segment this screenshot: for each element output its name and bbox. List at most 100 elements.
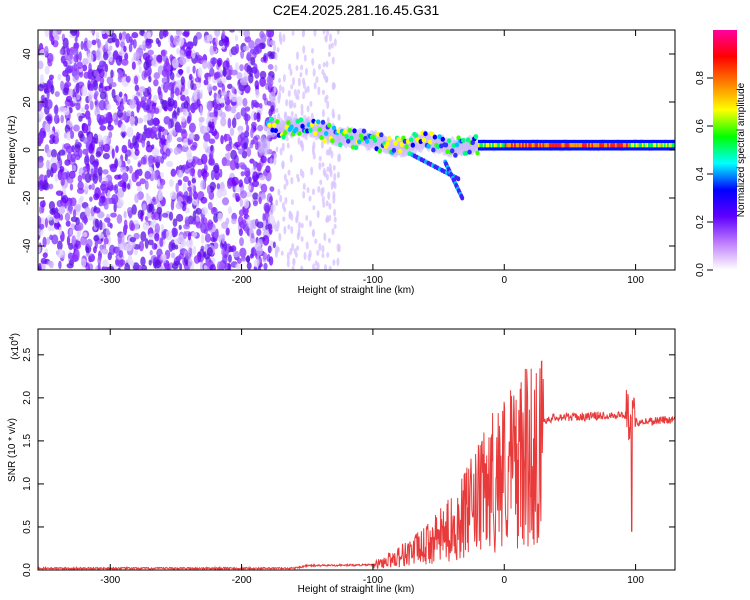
spectrogram-cell	[331, 228, 335, 236]
spectrogram-cell	[51, 234, 59, 245]
spectrogram-cell	[212, 41, 217, 52]
spectrogram-cell	[296, 232, 300, 241]
spectrogram-cell	[187, 232, 192, 241]
spectrogram-cell	[93, 164, 98, 175]
spectrogram-cell	[128, 43, 133, 53]
spectrogram-cell	[148, 159, 152, 168]
spectrogram-cell	[98, 99, 106, 111]
spectrogram-cell	[287, 169, 291, 176]
spectrogram-cell	[256, 112, 261, 123]
snr-x-tick-label: 100	[627, 575, 644, 586]
spectrogram-cell	[225, 227, 230, 236]
spectrogram-cell	[328, 43, 332, 51]
spectrogram-cell	[134, 193, 140, 204]
spectrogram-cell	[156, 54, 163, 63]
colorbar-gradient	[713, 30, 737, 270]
spectrogram-cell	[281, 142, 285, 152]
spectrogram-cell	[317, 185, 321, 193]
spectrogram-cell	[514, 143, 518, 148]
spectrogram-cell	[308, 220, 312, 228]
spectrogram-cell	[387, 136, 392, 142]
spectrogram-cell	[81, 122, 89, 134]
spectrogram-cell	[245, 255, 251, 263]
spectrogram-cell	[310, 166, 314, 176]
spectrogram-cell	[276, 220, 280, 229]
spectrogram-cell	[627, 143, 631, 148]
spectrogram-cell	[223, 240, 227, 250]
spectrogram-cell	[147, 239, 154, 246]
spectrogram-cell	[255, 88, 260, 99]
spectrogram-cell	[645, 143, 649, 148]
spectrogram-cell	[377, 148, 382, 154]
spectrogram-cell	[250, 127, 254, 139]
spectrogram-cell	[187, 41, 195, 47]
spectrogram-cell	[570, 143, 574, 148]
spectrogram-cell	[75, 82, 80, 94]
spectrogram-cell	[256, 162, 262, 172]
spectrogram-cell	[559, 143, 563, 148]
spectrogram-cell	[259, 30, 265, 39]
snr-x-tick-label: -200	[232, 575, 252, 586]
spectrogram-cell	[454, 142, 460, 148]
spectrogram-cell	[58, 206, 66, 215]
spectrogram-cell	[159, 237, 164, 248]
spectrogram-cell	[297, 77, 301, 87]
spectrogram-cell	[509, 143, 513, 148]
spectrogram-cell	[142, 203, 147, 211]
spectrogram-cell	[206, 61, 212, 70]
spectrogram-cell	[179, 49, 185, 60]
spectrogram-cell	[325, 173, 329, 181]
spectrogram-cell	[288, 63, 292, 71]
spectrogram-cell	[321, 186, 325, 195]
colorbar-tick-label: 0.6	[695, 119, 706, 133]
spectrogram-cell	[490, 143, 494, 148]
spectrogram-cell	[558, 143, 562, 148]
spectrogram-cell	[470, 140, 475, 146]
spectrogram-cell	[237, 134, 243, 144]
spectrogram-cell	[170, 168, 177, 177]
spectrogram-cell	[216, 261, 222, 270]
spectrogram-cell	[294, 127, 299, 133]
spectrogram-cell	[126, 126, 134, 138]
spectrogram-cell	[224, 105, 229, 111]
spectrogram-cell	[203, 79, 209, 86]
spectrogram-cell	[207, 202, 213, 210]
spectrogram-cell	[188, 122, 196, 133]
spectrogram-cell	[332, 112, 336, 119]
spectrogram-cell	[76, 187, 85, 195]
spectrogram-cell	[548, 143, 552, 148]
spectrogram-cell	[298, 117, 304, 123]
spectrogram-cell	[108, 180, 113, 186]
spectrogram-cell	[649, 143, 653, 148]
spectrogram-cell	[200, 196, 208, 204]
spectrogram-cell	[630, 143, 634, 148]
spectrogram-cell	[330, 150, 334, 159]
spectrogram-cell	[192, 245, 197, 255]
spectrogram-cell	[176, 106, 180, 116]
spectrogram-cell	[234, 185, 242, 193]
spectrogram-cell	[102, 143, 111, 153]
spectrogram-cell	[221, 30, 226, 40]
spectrogram-cell	[76, 92, 81, 101]
spectrogram-cell	[578, 143, 582, 148]
spectrogram-cell	[221, 197, 230, 206]
spectrogram-cell	[140, 209, 145, 217]
spectrogram-cell	[144, 238, 149, 249]
spectrogram-cell	[274, 64, 278, 72]
spectrogram-cell	[289, 68, 293, 76]
spectrogram-cell	[115, 145, 119, 154]
spectrogram-cell	[267, 30, 272, 38]
spectrogram-cell	[315, 76, 319, 84]
spectrogram-cell	[333, 223, 337, 229]
spectrogram-cell	[303, 54, 307, 62]
spectrogram-x-axis-label: Height of straight line (km)	[298, 285, 415, 296]
spectrogram-cell	[278, 77, 282, 84]
spectrogram-cell	[239, 64, 244, 72]
spectrogram-cell	[263, 54, 267, 62]
spectrogram-cell	[269, 196, 273, 203]
spectrogram-cell	[379, 132, 384, 138]
spectrogram-cell	[319, 179, 323, 186]
spectrogram-cell	[308, 127, 313, 133]
spectrogram-cell	[385, 141, 390, 147]
spectrogram-cell	[323, 232, 327, 242]
